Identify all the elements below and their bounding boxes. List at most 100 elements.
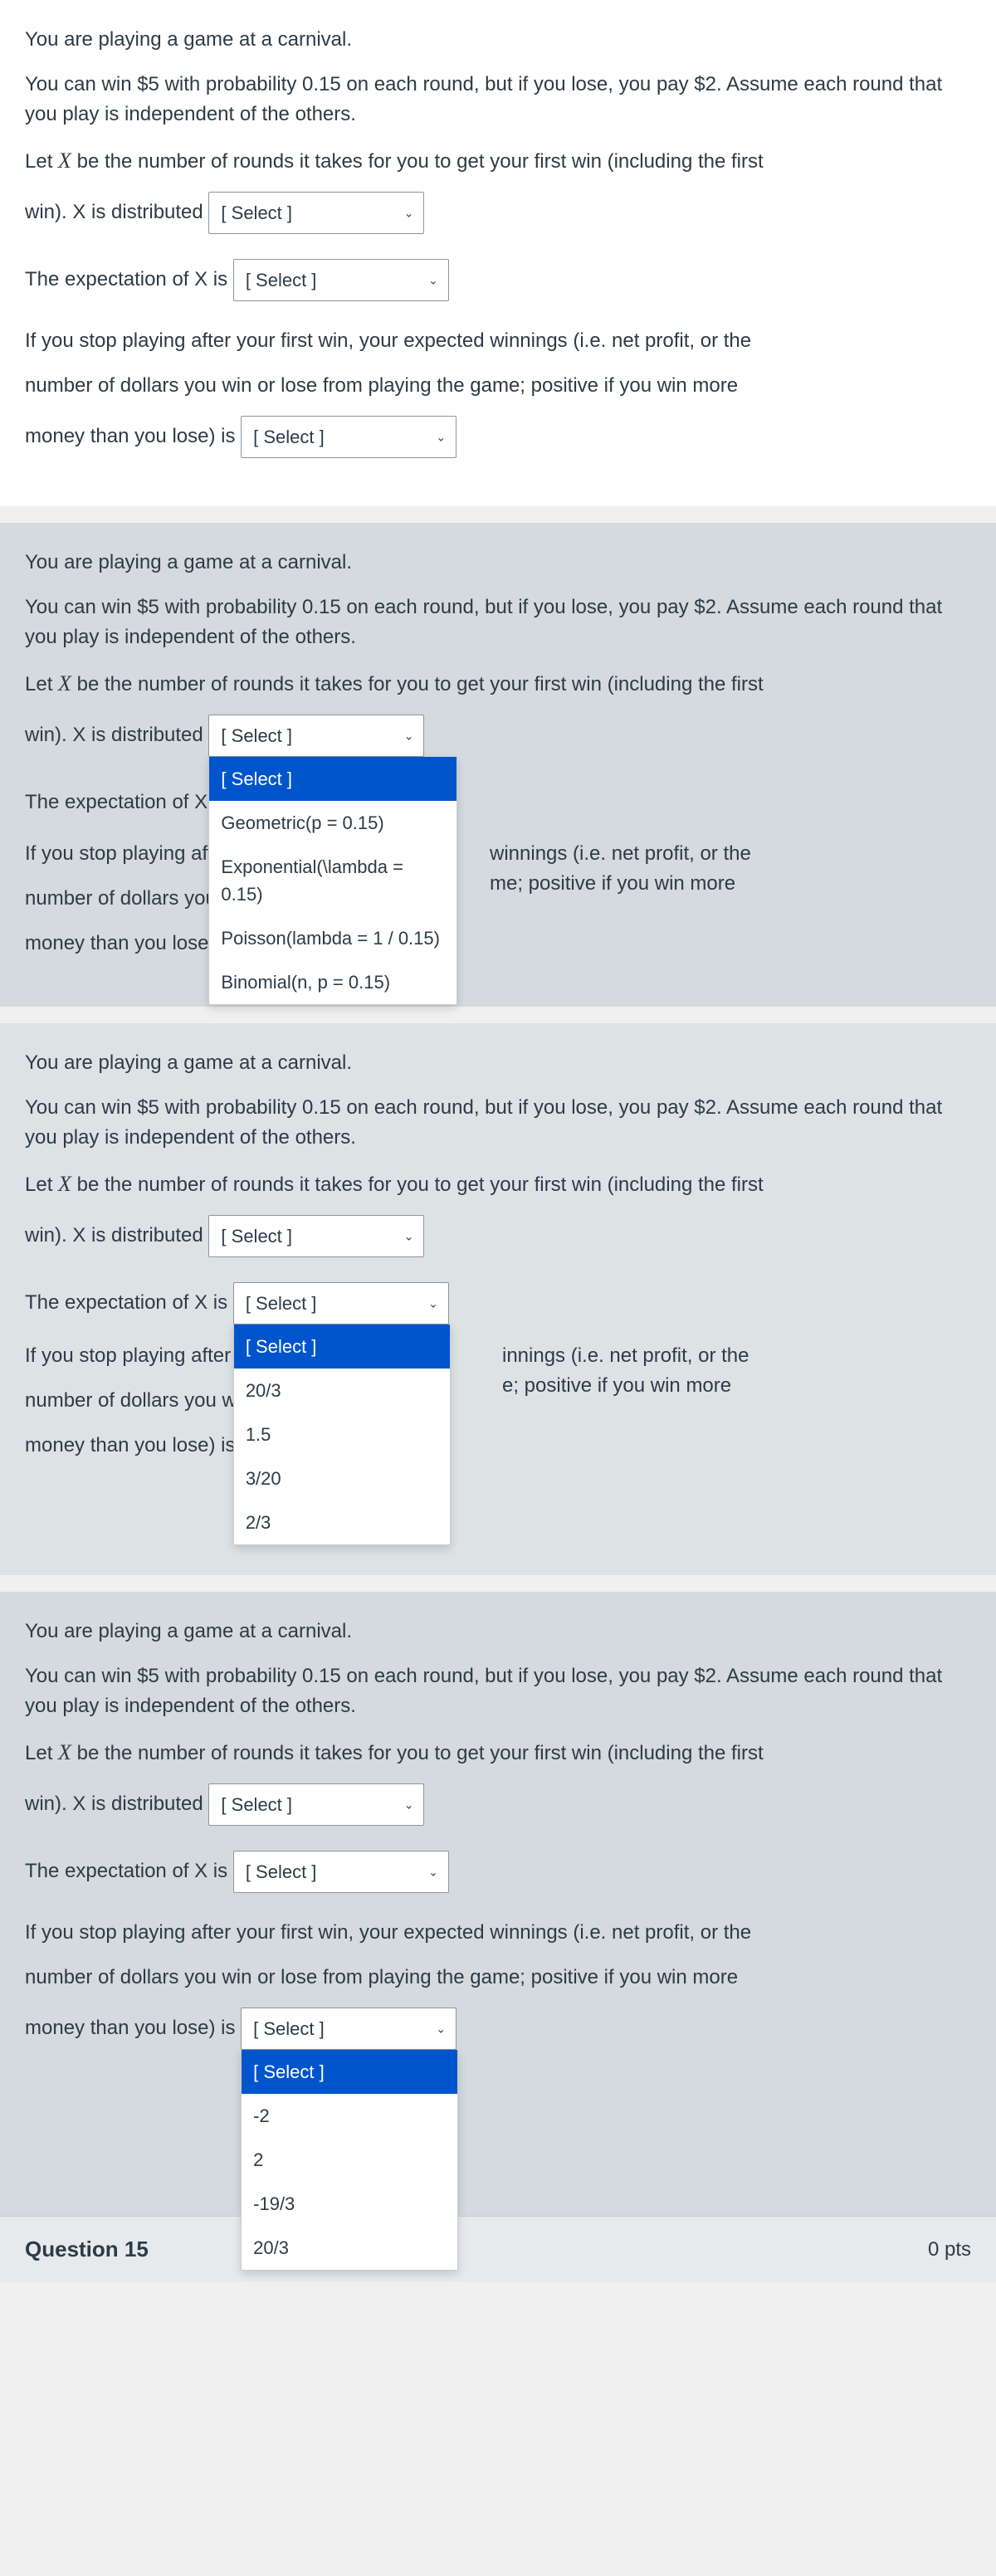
expectation-select[interactable]: [ Select ] ⌄ xyxy=(233,259,449,301)
let-x-text: Let X be the number of rounds it takes f… xyxy=(25,144,971,177)
chevron-down-icon: ⌄ xyxy=(404,204,414,222)
dist-pre: win). X is distributed xyxy=(25,1793,203,1815)
question-footer: Question 15 0 pts xyxy=(0,2216,996,2282)
dropdown-option[interactable]: -19/3 xyxy=(242,2182,457,2226)
select-value: [ Select ] xyxy=(246,1293,317,1314)
question-panel-1: You are playing a game at a carnival. Yo… xyxy=(0,0,996,506)
expectation-dropdown-wrap: [ Select ] ⌄ [ Select ] 20/3 1.5 3/20 2/… xyxy=(233,1282,449,1325)
dropdown-option[interactable]: -2 xyxy=(242,2094,457,2138)
intro-text: You are playing a game at a carnival. xyxy=(25,548,971,578)
exp-pre: The expectation of X is xyxy=(25,791,227,813)
intro-text: You are playing a game at a carnival. xyxy=(25,25,971,55)
chevron-down-icon: ⌄ xyxy=(404,1796,414,1813)
expectation-select[interactable]: [ Select ] ⌄ xyxy=(233,1282,449,1325)
let-x-text: Let X be the number of rounds it takes f… xyxy=(25,1168,971,1200)
select-value: [ Select ] xyxy=(221,725,292,746)
dropdown-option[interactable]: 3/20 xyxy=(234,1456,450,1500)
select-value: [ Select ] xyxy=(253,2018,325,2039)
dist-pre: win). X is distributed xyxy=(25,201,203,223)
winnings-pre: money than you lose) is xyxy=(25,2017,235,2039)
chevron-down-icon: ⌄ xyxy=(436,428,446,446)
question-number: Question 15 xyxy=(25,2233,149,2266)
winnings-row: money than you lose) is [ Select ] ⌄ xyxy=(25,416,971,458)
dropdown-option[interactable]: 1.5 xyxy=(234,1412,450,1456)
let-x-pre: Let xyxy=(25,150,58,173)
select-value: [ Select ] xyxy=(246,1861,317,1882)
expectation-dropdown-menu: [ Select ] 20/3 1.5 3/20 2/3 xyxy=(233,1325,451,1545)
select-value: [ Select ] xyxy=(253,427,325,447)
let-x-pre: Let xyxy=(25,673,58,695)
winnings-select[interactable]: [ Select ] ⌄ xyxy=(241,416,456,458)
exp-pre: The expectation of X is xyxy=(25,1860,227,1882)
distribution-row: win). X is distributed [ Select ] ⌄ [ Se… xyxy=(25,715,971,757)
let-x-var: X xyxy=(58,1740,71,1764)
dropdown-option[interactable]: [ Select ] xyxy=(234,1325,450,1368)
chevron-down-icon: ⌄ xyxy=(428,271,438,289)
winnings-dropdown-wrap: [ Select ] ⌄ [ Select ] -2 2 -19/3 20/3 xyxy=(241,2008,456,2050)
winnings-row: money than you lose) is xyxy=(25,1431,971,1461)
rules-text: You can win $5 with probability 0.15 on … xyxy=(25,1093,971,1153)
let-x-pre: Let xyxy=(25,1173,58,1196)
expectation-row: The expectation of X is [ Select ] ⌄ xyxy=(25,259,971,301)
winnings-pre: money than you lose) is xyxy=(25,1434,235,1456)
expectation-row: The expectation of X is [ Select ] xyxy=(25,782,971,824)
winnings-row: money than you lose) is [ Select ] ⌄ [ S… xyxy=(25,2008,971,2050)
exp-pre: The expectation of X is xyxy=(25,268,227,290)
question-panel-4: You are playing a game at a carnival. Yo… xyxy=(0,1592,996,2282)
winnings-line2-b: e; positive if you win more xyxy=(502,1371,731,1401)
let-x-post: be the number of rounds it takes for you… xyxy=(71,673,764,695)
winnings-dropdown-menu: [ Select ] -2 2 -19/3 20/3 xyxy=(241,2050,458,2271)
dropdown-option[interactable]: Exponential(\lambda = 0.15) xyxy=(209,845,456,916)
dropdown-option[interactable]: Geometric(p = 0.15) xyxy=(209,801,456,845)
winnings-block: If you stop playing after innings (i.e. … xyxy=(25,1341,971,1461)
dist-pre: win). X is distributed xyxy=(25,724,203,746)
intro-text: You are playing a game at a carnival. xyxy=(25,1617,971,1647)
dropdown-option[interactable]: Binomial(n, p = 0.15) xyxy=(209,960,456,1004)
dropdown-option[interactable]: 2 xyxy=(242,2138,457,2182)
let-x-text: Let X be the number of rounds it takes f… xyxy=(25,667,971,700)
dropdown-option[interactable]: [ Select ] xyxy=(242,2050,457,2094)
dropdown-option[interactable]: 2/3 xyxy=(234,1500,450,1544)
winnings-line1-b: innings (i.e. net profit, or the xyxy=(502,1341,749,1371)
rules-text: You can win $5 with probability 0.15 on … xyxy=(25,1661,971,1721)
chevron-down-icon: ⌄ xyxy=(428,1295,438,1312)
rules-text: You can win $5 with probability 0.15 on … xyxy=(25,593,971,652)
distribution-select[interactable]: [ Select ] ⌄ xyxy=(208,1215,424,1257)
select-value: [ Select ] xyxy=(246,270,317,290)
chevron-down-icon: ⌄ xyxy=(404,1227,414,1245)
select-value: [ Select ] xyxy=(221,1226,292,1247)
select-value: [ Select ] xyxy=(221,202,292,223)
winnings-line2: number of dollars you win or lose from p… xyxy=(25,1963,971,1993)
distribution-row: win). X is distributed [ Select ] ⌄ xyxy=(25,192,971,234)
distribution-select[interactable]: [ Select ] ⌄ xyxy=(208,192,424,234)
chevron-down-icon: ⌄ xyxy=(404,727,414,744)
intro-text: You are playing a game at a carnival. xyxy=(25,1048,971,1078)
winnings-line1-a: If you stop playing after xyxy=(25,1341,971,1371)
question-points: 0 pts xyxy=(928,2235,971,2265)
select-value: [ Select ] xyxy=(221,1794,292,1815)
winnings-pre: money than you lose) is xyxy=(25,425,235,447)
winnings-line2-b: me; positive if you win more xyxy=(490,869,735,899)
let-x-post: be the number of rounds it takes for you… xyxy=(71,1173,764,1196)
expectation-select[interactable]: [ Select ] ⌄ xyxy=(233,1851,449,1893)
dropdown-option[interactable]: 20/3 xyxy=(234,1368,450,1412)
dropdown-option[interactable]: 20/3 xyxy=(242,2226,457,2270)
let-x-text: Let X be the number of rounds it takes f… xyxy=(25,1736,971,1769)
winnings-line1: If you stop playing after your first win… xyxy=(25,326,971,356)
winnings-line2-a: number of dollars you w xyxy=(25,1386,971,1416)
winnings-line1-b: winnings (i.e. net profit, or the xyxy=(490,839,751,869)
dropdown-option[interactable]: Poisson(lambda = 1 / 0.15) xyxy=(209,916,456,960)
distribution-dropdown-wrap: [ Select ] ⌄ [ Select ] Geometric(p = 0.… xyxy=(208,715,424,757)
let-x-pre: Let xyxy=(25,1742,58,1764)
expectation-row: The expectation of X is [ Select ] ⌄ xyxy=(25,1851,971,1893)
rules-text: You can win $5 with probability 0.15 on … xyxy=(25,70,971,129)
winnings-block: If you stop playing aft winnings (i.e. n… xyxy=(25,839,971,959)
winnings-pre: money than you lose) xyxy=(25,932,215,954)
distribution-row: win). X is distributed [ Select ] ⌄ xyxy=(25,1783,971,1826)
dist-pre: win). X is distributed xyxy=(25,1224,203,1247)
distribution-select[interactable]: [ Select ] ⌄ xyxy=(208,1783,424,1826)
distribution-select[interactable]: [ Select ] ⌄ xyxy=(208,715,424,757)
question-panel-2: You are playing a game at a carnival. Yo… xyxy=(0,523,996,1007)
dropdown-option[interactable]: [ Select ] xyxy=(209,757,456,801)
winnings-select[interactable]: [ Select ] ⌄ xyxy=(241,2008,456,2050)
